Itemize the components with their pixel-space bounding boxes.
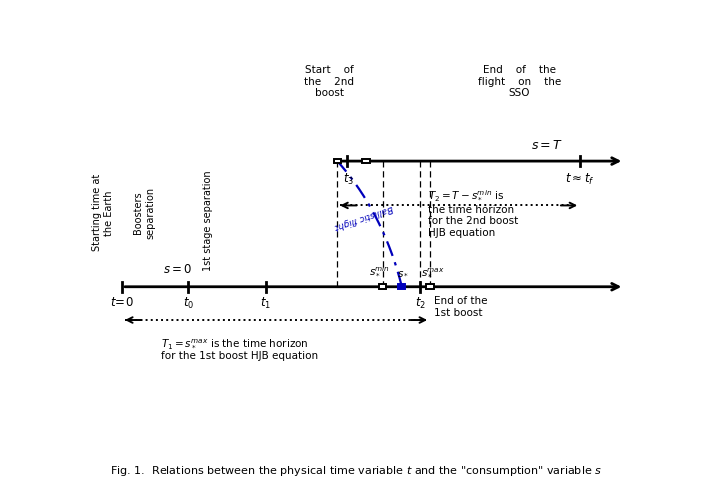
Text: $t \approx t_f$: $t \approx t_f$ — [565, 171, 595, 187]
Text: $t_2$: $t_2$ — [414, 296, 426, 311]
Text: $t_0$: $t_0$ — [183, 296, 194, 311]
Text: $t\!=\!0$: $t\!=\!0$ — [110, 296, 134, 309]
Bar — [362, 159, 370, 164]
Text: Fig. 1.  Relations between the physical time variable $t$ and the "consumption" : Fig. 1. Relations between the physical t… — [110, 464, 602, 478]
Bar — [426, 284, 434, 289]
Text: $s_*^{max}$: $s_*^{max}$ — [421, 265, 445, 277]
Bar — [398, 284, 405, 289]
Text: Starting time at
the Earth: Starting time at the Earth — [92, 174, 114, 252]
Text: Boosters
separation: Boosters separation — [133, 187, 155, 239]
Text: $t_1$: $t_1$ — [260, 296, 271, 311]
Text: End of the
1st boost: End of the 1st boost — [434, 296, 488, 318]
Text: $s = T$: $s = T$ — [531, 139, 563, 152]
Text: $s_*$: $s_*$ — [397, 267, 409, 277]
Text: $T_1 = s_*^{max}$ is the time horizon
for the 1st boost HJB equation: $T_1 = s_*^{max}$ is the time horizon fo… — [161, 336, 318, 361]
Text: Ballistic flight: Ballistic flight — [334, 203, 394, 231]
Text: $t_3$: $t_3$ — [342, 171, 354, 187]
Text: $T_2 = T - s_*^{min}$ is
the time horizon
for the 2nd boost
HJB equation: $T_2 = T - s_*^{min}$ is the time horizo… — [429, 189, 518, 238]
Text: $s_*^{min}$: $s_*^{min}$ — [370, 264, 390, 277]
Bar — [379, 284, 386, 289]
Text: $s = 0$: $s = 0$ — [163, 263, 192, 276]
Text: Start    of
the    2nd
boost: Start of the 2nd boost — [304, 65, 354, 98]
Text: 1st stage separation: 1st stage separation — [203, 170, 213, 271]
Text: End    of    the
flight    on    the
SSO: End of the flight on the SSO — [478, 65, 561, 98]
Bar — [334, 159, 341, 164]
